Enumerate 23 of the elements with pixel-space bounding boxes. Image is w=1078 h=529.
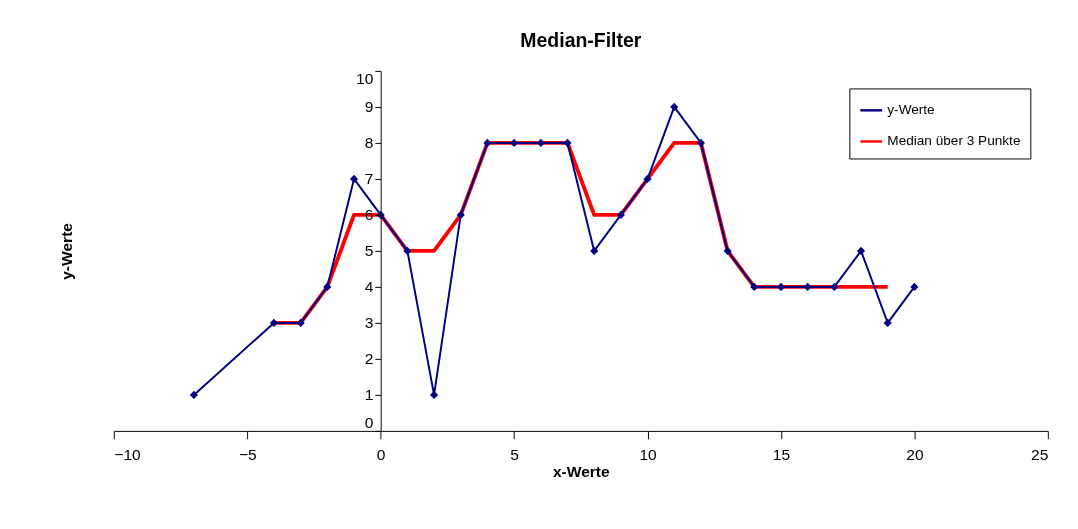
x-tick-label: 0 (376, 445, 386, 463)
x-tick-label: 20 (906, 445, 924, 463)
y-tick-label: 0 (364, 414, 374, 432)
x-tick-label: 5 (510, 445, 519, 463)
x-tick-label: 15 (772, 445, 791, 463)
y-tick-label: 5 (364, 242, 374, 260)
y-tick-label: 8 (364, 134, 374, 152)
x-tick-label: −5 (238, 445, 257, 463)
x-tick-label: 25 (1031, 445, 1049, 463)
y-tick-label: 3 (364, 314, 374, 332)
x-tick-label: −10 (114, 445, 142, 463)
y-tick-label: 4 (364, 278, 374, 296)
y-tick-label: 10 (356, 70, 374, 88)
y-tick-label: 7 (364, 170, 374, 188)
chart-title: Median-Filter (520, 29, 642, 52)
y-tick-label: 2 (364, 350, 374, 368)
legend-label: Median über 3 Punkte (887, 133, 1021, 149)
x-tick-label: 10 (639, 445, 658, 463)
legend-label: y-Werte (887, 102, 935, 118)
y-tick-label: 9 (364, 98, 374, 116)
y-tick-label: 1 (364, 386, 374, 404)
y-axis-title: y-Werte (58, 222, 76, 280)
x-axis-title: x-Werte (552, 463, 611, 481)
